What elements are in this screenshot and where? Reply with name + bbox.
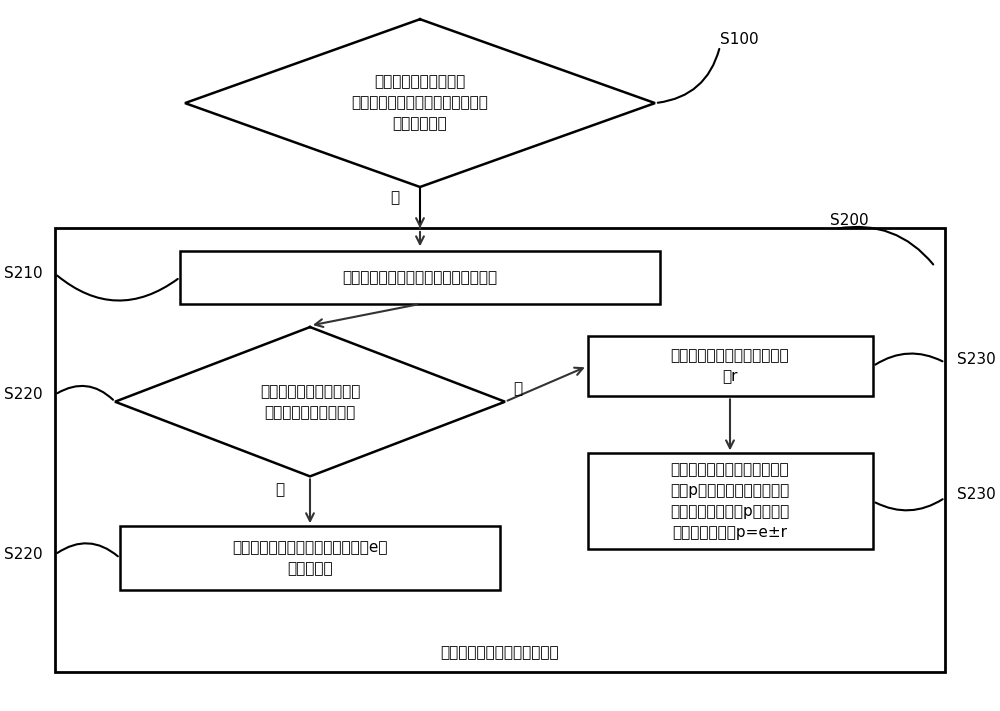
Bar [120, 526, 500, 590]
Text: 实时计算获得当前燃料流量系
数r: 实时计算获得当前燃料流量系 数r [671, 348, 789, 384]
Text: 对所述燃料泵的流量进行控制: 对所述燃料泵的流量进行控制 [441, 645, 559, 661]
Text: S230: S230 [957, 351, 996, 367]
Text: S220: S220 [4, 547, 43, 562]
Text: S100: S100 [720, 31, 759, 47]
Text: S210: S210 [4, 266, 43, 282]
Text: S200: S200 [830, 213, 869, 228]
Text: 否: 否 [513, 381, 522, 396]
Text: 获取所述车辆的燃料油轨处燃料压力值: 获取所述车辆的燃料油轨处燃料压力值 [342, 269, 498, 285]
Polygon shape [185, 19, 655, 187]
Text: 控制所述燃料泵按照额定供给流量e泵
出所述燃料: 控制所述燃料泵按照额定供给流量e泵 出所述燃料 [232, 540, 388, 576]
Bar [55, 228, 945, 672]
Bar [180, 251, 660, 304]
Bar [588, 336, 872, 397]
Text: S220: S220 [4, 387, 43, 402]
Text: 是: 是 [275, 482, 284, 497]
Bar [588, 454, 872, 549]
Text: 控制所述燃料泵按照目标供给
流量p泵出所述燃料，其中，
所述目标供给流量p按照以下
公式计算获得：p=e±r: 控制所述燃料泵按照目标供给 流量p泵出所述燃料，其中， 所述目标供给流量p按照以… [670, 462, 790, 540]
Text: 判断所述燃料压力值是否
处于预设压力范围值内: 判断所述燃料压力值是否 处于预设压力范围值内 [260, 384, 360, 419]
Polygon shape [115, 327, 505, 476]
Text: 是: 是 [390, 191, 399, 205]
Text: 根据车辆的发动机当前
所处工况确定是否需要对燃料泵的
流量进行控制: 根据车辆的发动机当前 所处工况确定是否需要对燃料泵的 流量进行控制 [352, 75, 488, 132]
Text: S230: S230 [957, 486, 996, 502]
